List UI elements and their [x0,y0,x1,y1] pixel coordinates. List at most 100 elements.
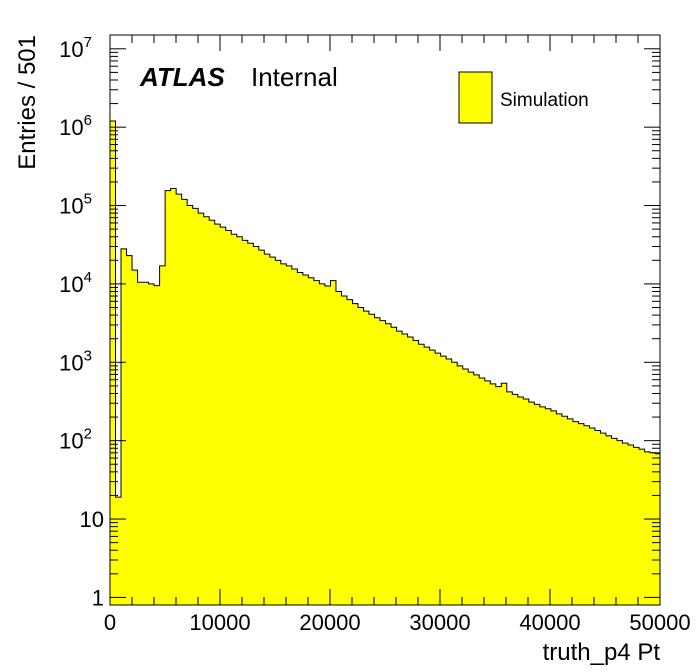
y-tick-label: 1 [92,585,104,610]
histogram-bar [231,234,238,605]
histogram-bar [457,365,464,605]
histogram-bar [181,199,188,606]
histogram-bar [572,421,579,605]
histogram-bar [462,369,469,605]
histogram-bar [479,378,486,605]
histogram-bar [335,291,342,605]
histogram-bar [214,224,221,605]
histogram-bar [495,386,502,605]
histogram-bar [556,413,563,605]
histogram-bar [633,447,640,605]
histogram-bar [644,451,651,605]
histogram-bar [225,230,232,606]
histogram-bar [512,394,519,605]
histogram-bar [506,391,513,605]
histogram-bar [380,320,386,605]
histogram-bar [203,216,210,605]
histogram-bar [435,353,442,605]
histogram-bar [308,277,315,605]
y-tick-label: 106 [59,112,92,140]
y-tick-label: 107 [59,34,92,62]
histogram-bar [280,263,287,605]
x-tick-label: 50000 [629,610,690,635]
histogram-bar [324,286,331,605]
histogram-bar [187,205,194,605]
histogram-bar [418,344,425,605]
histogram-bar [357,307,364,605]
histogram-bar [192,208,199,605]
histogram-bar [209,220,216,605]
histogram-bar [363,311,370,605]
histogram-bar [446,359,453,605]
histogram-bar [391,327,397,605]
histogram-bar [468,372,475,605]
histogram-bar [413,340,420,605]
histogram-bar [402,333,408,605]
histogram-bar [330,280,337,605]
histogram-bar [137,282,144,605]
histogram-bar [374,317,381,605]
histogram-bar [523,399,530,605]
x-tick-label: 0 [104,610,116,635]
histogram-bar [220,227,227,605]
histogram-bar [269,257,276,605]
histogram-bar [600,433,607,605]
legend-label: Simulation [500,90,589,111]
histogram-bar [561,416,568,605]
histogram-bar [148,283,155,605]
histogram-bar [583,425,590,605]
histogram-bar [594,430,601,605]
x-tick-label: 40000 [519,610,580,635]
legend-swatch [458,71,493,124]
histogram-bar [159,265,166,605]
histogram-bar [132,270,138,605]
histogram-bar [253,246,260,605]
histogram-bar [154,285,160,605]
x-axis-title: truth_p4 Pt [543,639,661,666]
histogram-bar [165,190,172,605]
y-axis-title: Entries / 501 [14,35,41,170]
histogram-bar [567,418,574,605]
histogram-bar [473,374,480,605]
histogram-bar [501,383,508,605]
y-tick-label: 105 [59,191,92,219]
histogram-bar [236,236,243,605]
histogram-bar [655,453,661,605]
histogram-bar [346,299,353,605]
x-tick-label: 30000 [409,610,470,635]
histogram-bar [286,265,293,605]
histogram-bar [611,438,618,605]
histogram-bar [341,296,348,605]
histogram-bar [440,356,447,605]
histogram-bar [484,380,491,605]
histogram-bar [291,269,298,605]
histogram-bar [617,440,623,605]
histogram-bar [650,452,656,605]
histogram-bar [628,445,634,605]
x-tick-label: 20000 [299,610,360,635]
axis-ticks [109,35,661,605]
histogram-bar [451,362,458,605]
histogram-bar [170,188,177,605]
histogram-bar [589,428,596,605]
histogram-bar [176,194,183,605]
histogram-bar [490,383,497,605]
histogram-bar [528,402,535,605]
histogram-bar [534,404,541,605]
histogram-bar [198,213,205,605]
histogram-bar [545,408,552,605]
histogram-bar [319,283,326,605]
histogram-bar [517,397,524,605]
histogram-bar [369,314,375,605]
histogram-bar [302,274,309,605]
histogram-bar [550,410,557,605]
histogram-bar [407,337,414,605]
histogram-bar [264,254,271,605]
histogram-outline [109,120,660,605]
histogram-bar [126,255,133,605]
atlas-sublabel: Internal [251,62,338,92]
histogram-bar [258,250,265,605]
histogram-bar [297,272,304,605]
y-tick-label: 10 [80,507,104,532]
